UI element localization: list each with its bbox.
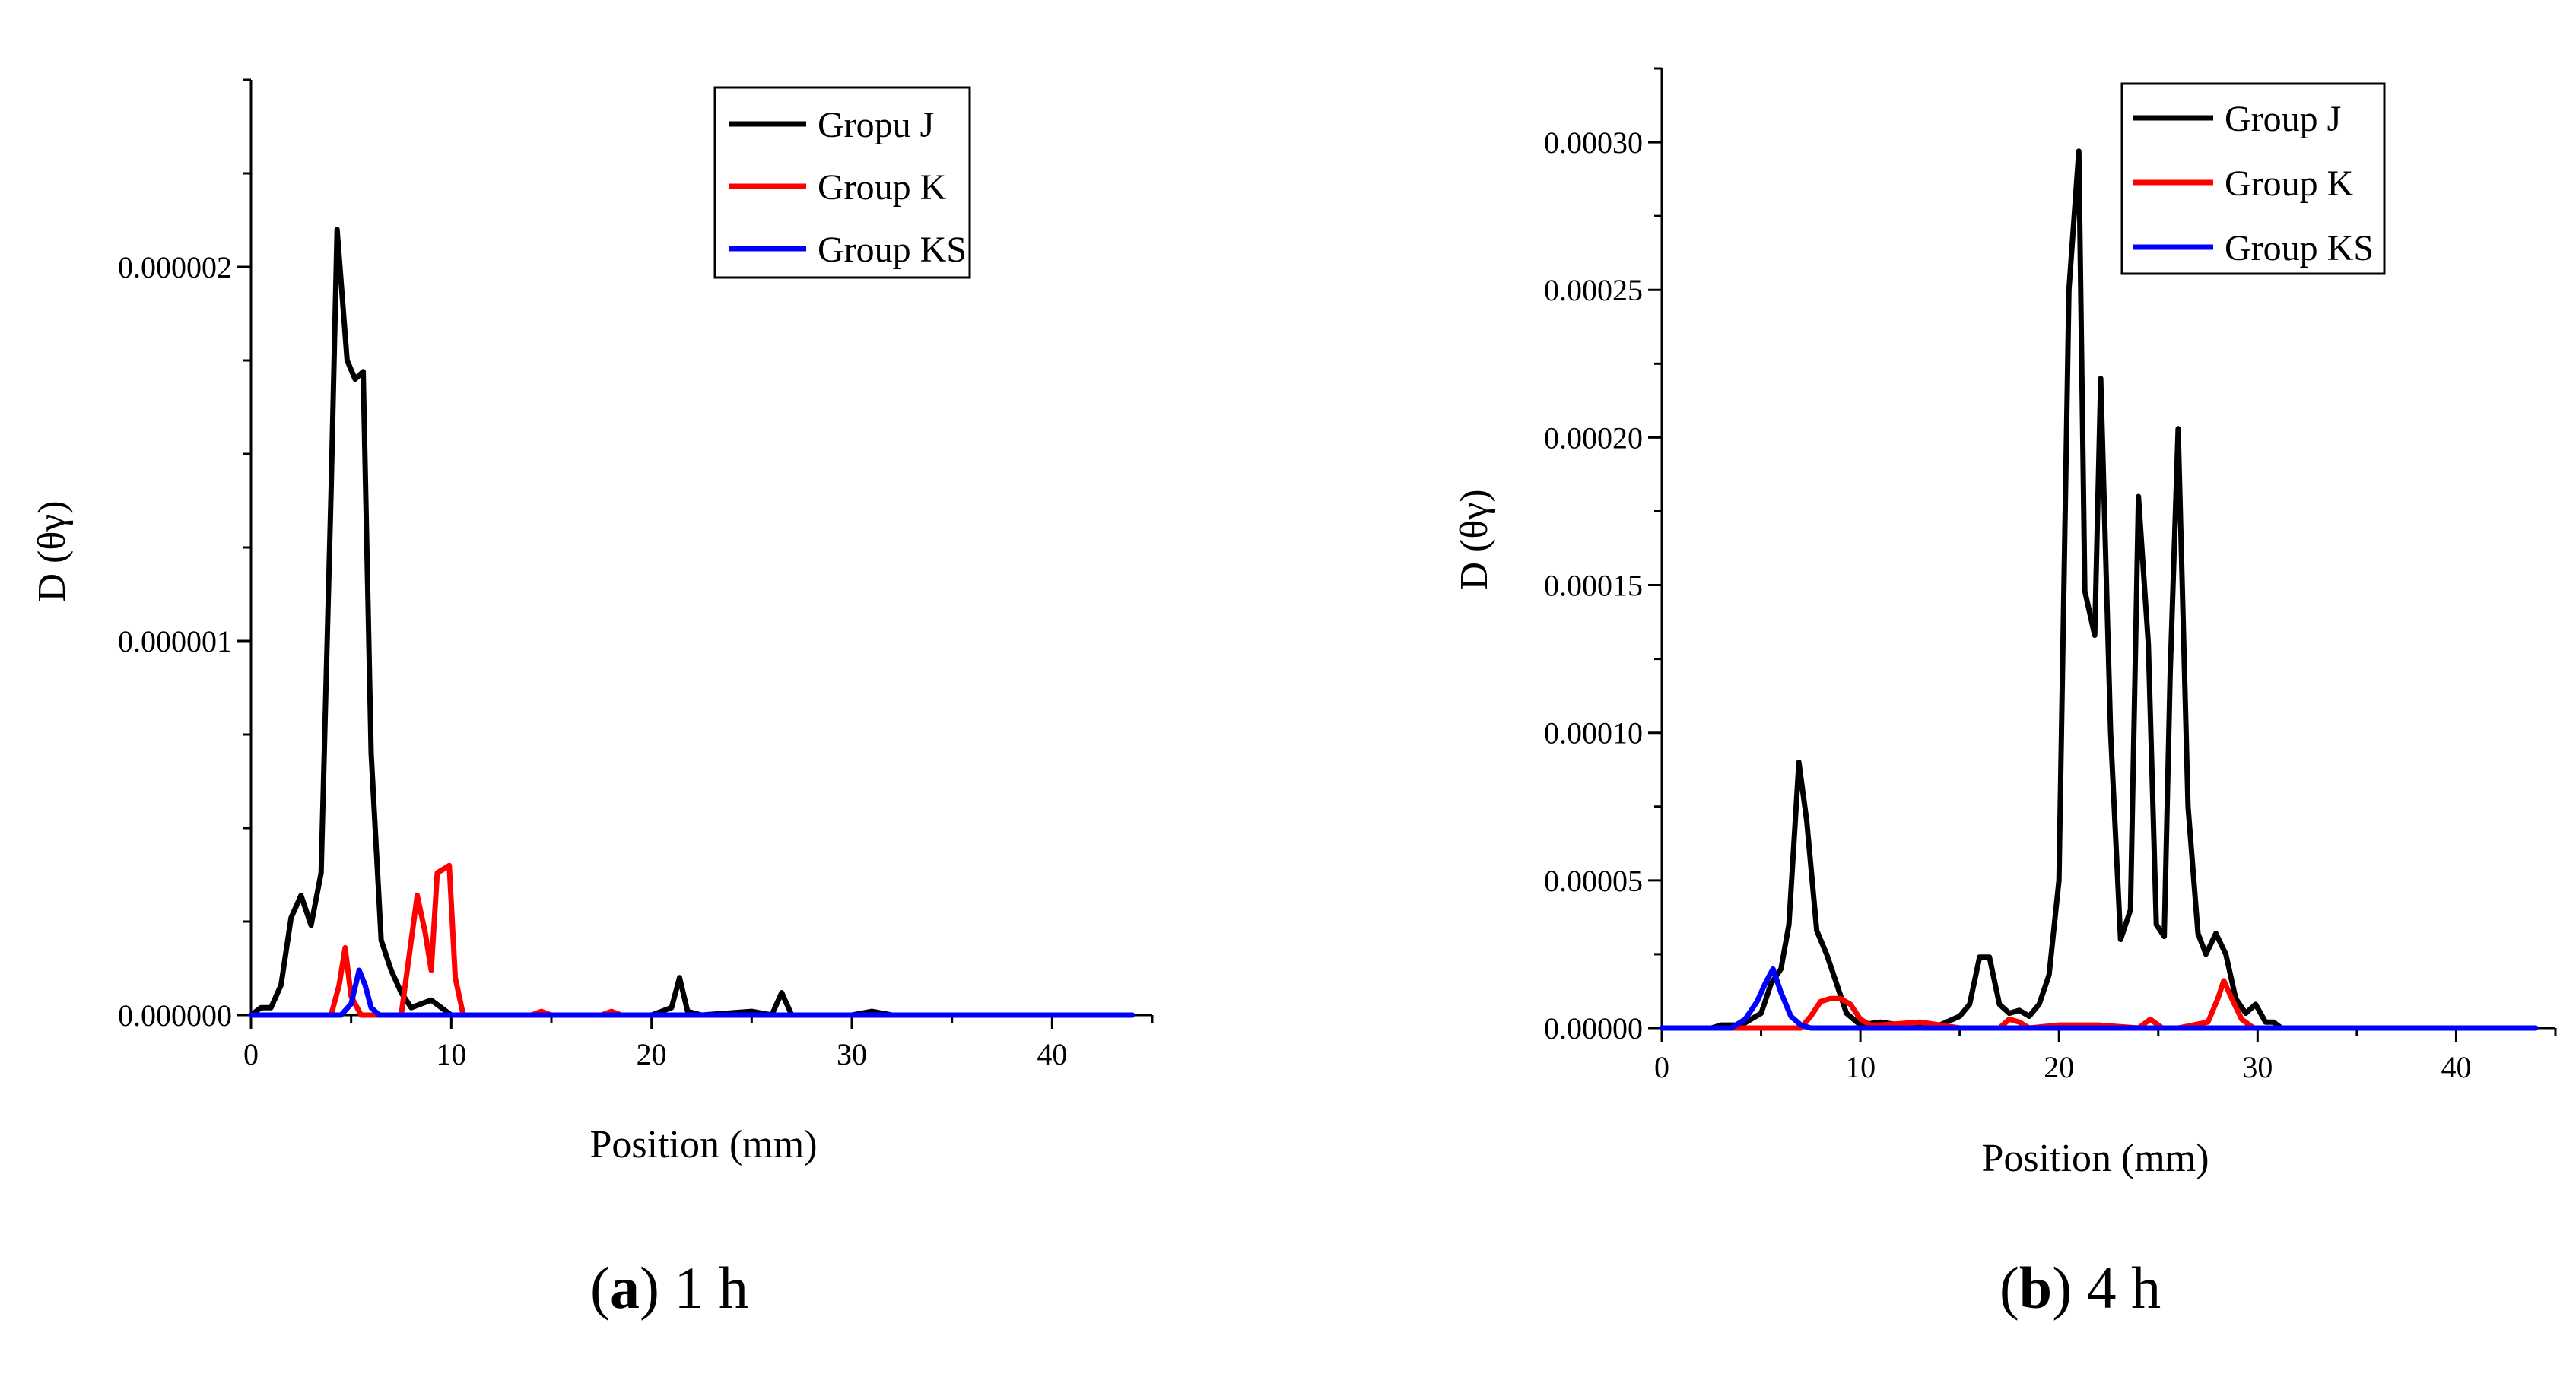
chart-b-caption: (b) 4 h — [1999, 1255, 2161, 1321]
chart-a-x-tick-label: 40 — [1037, 1037, 1067, 1071]
chart-a-series-line-1 — [248, 227, 1136, 1018]
chart-a-x-tick-label: 30 — [837, 1037, 867, 1071]
chart-b-x-tick-label: 0 — [1654, 1050, 1669, 1084]
chart-a-y-axis-label: D (θγ) — [30, 500, 74, 601]
chart-b-x-tick-label: 40 — [2441, 1050, 2471, 1084]
chart-a-caption-text: 1 h — [674, 1255, 748, 1321]
chart-a-legend: Gropu J Group K Group KS — [713, 86, 971, 279]
chart-a-legend-box — [713, 86, 971, 279]
chart-a-legend-label-k: Group K — [818, 167, 947, 208]
chart-b-y-tick-label: 0.00030 — [1544, 125, 1643, 160]
chart-b-legend-label-k: Group K — [2225, 163, 2354, 204]
chart-a-x-axis-label: Position (mm) — [589, 1123, 817, 1166]
chart-b-legend-label-j: Group J — [2225, 99, 2341, 139]
chart-b-y-tick-label: 0.00020 — [1544, 420, 1643, 455]
chart-b-series — [1659, 148, 2539, 1031]
chart-b-y-tick-label: 0.00000 — [1544, 1011, 1643, 1046]
chart-b-caption-label: b — [2019, 1255, 2052, 1321]
chart-a-x-tick-label: 10 — [436, 1037, 466, 1071]
chart-a-caption-label: a — [610, 1255, 640, 1321]
chart-panel-a: 0 10 20 30 40 0.000000 0.000001 0.000002 Positi… — [30, 78, 1154, 1321]
chart-a-axes — [237, 78, 1154, 1029]
chart-a-x-tick-label: 0 — [243, 1037, 259, 1071]
chart-b-caption-text: 4 h — [2087, 1255, 2161, 1321]
chart-a-series-line-3 — [248, 967, 1136, 1018]
chart-a-y-tick-label: 0.000002 — [118, 250, 232, 284]
chart-a-y-tick-label: 0.000000 — [118, 998, 232, 1033]
chart-b-series-line-3 — [1659, 966, 2539, 1031]
chart-b-x-tick-label: 10 — [1845, 1050, 1876, 1084]
chart-b-x-tick-label: 30 — [2242, 1050, 2273, 1084]
chart-b-y-tick-label: 0.00005 — [1544, 864, 1643, 898]
chart-b-legend: Group J Group K Group KS — [2120, 82, 2386, 275]
chart-b-y-axis-label: D (θγ) — [1453, 489, 1496, 590]
chart-b-axes — [1648, 67, 2557, 1042]
chart-b-x-axis-label: Position (mm) — [1981, 1137, 2209, 1180]
chart-b-series-line-2 — [1659, 978, 2539, 1031]
chart-panel-b: 0 10 20 30 40 0.00000 0.00005 0.00010 0.00015 0.0… — [1453, 67, 2557, 1321]
chart-b-tick-labels: 0 10 20 30 40 0.00000 0.00005 0.00010 0.00015 0.0… — [1544, 125, 2471, 1084]
chart-a-legend-label-ks: Group KS — [818, 230, 967, 270]
chart-b-series-line-1 — [1659, 148, 2539, 1031]
chart-b-y-tick-label: 0.00010 — [1544, 716, 1643, 750]
chart-a-series — [248, 227, 1136, 1018]
chart-b-x-tick-label: 20 — [2044, 1050, 2074, 1084]
chart-b-y-tick-label: 0.00025 — [1544, 273, 1643, 307]
chart-a-x-tick-label: 20 — [637, 1037, 667, 1071]
chart-a-tick-labels: 0 10 20 30 40 0.000000 0.000001 0.000002 — [118, 250, 1067, 1071]
chart-a-legend-label-j: Gropu J — [818, 105, 934, 145]
chart-a-caption: (a) 1 h — [590, 1255, 748, 1321]
chart-b-y-tick-label: 0.00015 — [1544, 569, 1643, 603]
chart-b-legend-label-ks: Group KS — [2225, 228, 2374, 268]
chart-a-y-tick-label: 0.000001 — [118, 624, 232, 658]
